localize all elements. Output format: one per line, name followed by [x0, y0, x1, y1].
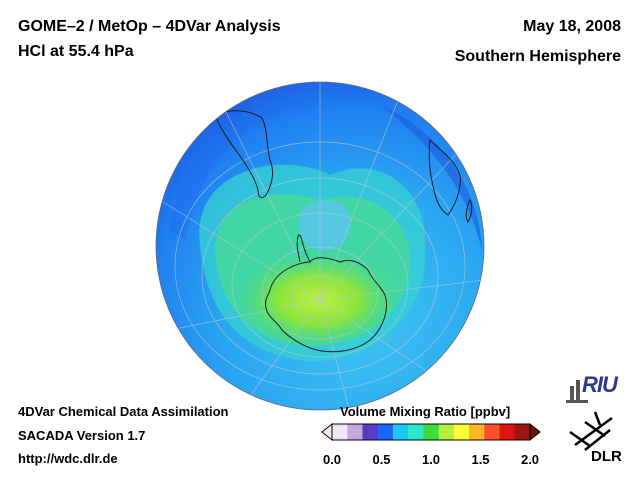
- colorbar-segment: [514, 424, 531, 440]
- africa-coast: [428, 138, 461, 216]
- colorbar-segment: [392, 424, 409, 440]
- map-subtitle: HCl at 55.4 hPa: [18, 43, 134, 60]
- graticule: [159, 82, 484, 410]
- colorbar-segment: [438, 424, 455, 440]
- colorbar: [321, 422, 541, 442]
- riu-logo-text: RIU: [582, 372, 618, 397]
- map-title: GOME–2 / MetOp – 4DVar Analysis: [18, 18, 281, 35]
- colorbar-segment: [362, 424, 379, 440]
- footer-url[interactable]: http://wdc.dlr.de: [18, 451, 118, 466]
- colorbar-segment: [377, 424, 394, 440]
- colorbar-low-arrow: [321, 422, 333, 442]
- dlr-logo-mark: [569, 411, 613, 451]
- colorbar-segment: [408, 424, 424, 440]
- colorbar-tick: 0.0: [322, 452, 342, 467]
- australia-edge-coast: [419, 95, 445, 111]
- map-date: May 18, 2008: [523, 18, 621, 35]
- south-america-coast: [214, 110, 274, 199]
- map-region: Southern Hemisphere: [454, 48, 621, 65]
- riu-logo-mark: [566, 380, 588, 403]
- colorbar-high-arrow: [529, 422, 541, 442]
- hcl-maximum: [238, 252, 398, 348]
- colorbar-tick: 1.5: [471, 452, 490, 467]
- footer-version: SACADA Version 1.7: [18, 428, 146, 443]
- colorbar-segment: [499, 424, 516, 440]
- colorbar-segment: [469, 424, 485, 440]
- footer-system: 4DVar Chemical Data Assimilation: [18, 404, 229, 419]
- colorbar-segment: [423, 424, 440, 440]
- colorbar-tick: 1.0: [421, 452, 441, 467]
- madagascar-coast: [465, 198, 473, 223]
- colorbar-segment: [484, 424, 501, 440]
- colorbar-tick: 0.5: [372, 452, 391, 467]
- coastlines: [214, 95, 473, 353]
- colorbar-tick: 2.0: [520, 452, 540, 467]
- colorbar-segment: [453, 424, 470, 440]
- colorbar-label: Volume Mixing Ratio [ppbv]: [340, 404, 511, 419]
- colorbar-segment: [347, 424, 364, 440]
- antarctica-coast: [265, 257, 387, 353]
- antarctic-peninsula-coast: [296, 234, 311, 263]
- colorbar-segment: [332, 424, 348, 440]
- dlr-logo-text: DLR: [591, 448, 622, 465]
